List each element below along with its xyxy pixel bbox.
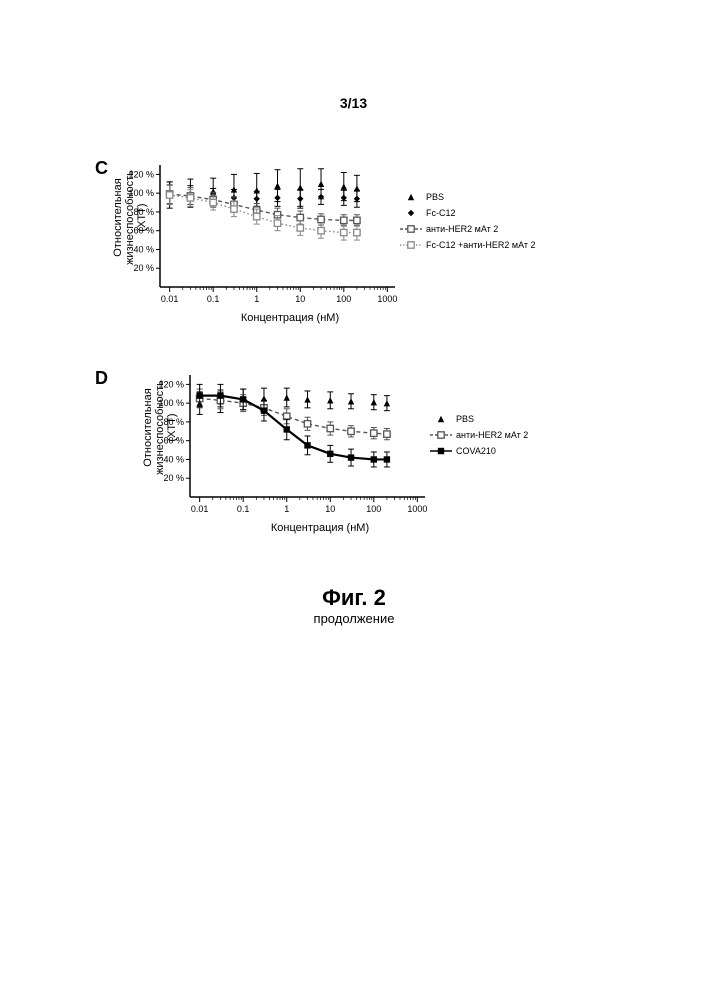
svg-text:1: 1	[254, 294, 259, 304]
svg-text:10: 10	[325, 504, 335, 514]
svg-text:100: 100	[366, 504, 381, 514]
chart-d-x-label: Концентрация (нМ)	[240, 522, 400, 534]
chart-c-svg: 20 %40 %60 %80 %100 %120 %0.010.11101001…	[120, 160, 420, 330]
chart-c-y-label: Относительная жизнеспособность (XTT)	[112, 155, 148, 280]
legend-label: COVA210	[456, 446, 496, 456]
svg-text:10: 10	[295, 294, 305, 304]
chart-d-svg: 20 %40 %60 %80 %100 %120 %0.010.11101001…	[150, 370, 450, 540]
svg-text:100: 100	[336, 294, 351, 304]
legend-item: анти-HER2 мАт 2	[400, 222, 536, 236]
page-number: 3/13	[0, 95, 707, 111]
chart-c-legend: PBS Fc-C12 анти-HER2 мАт 2 Fc-C12 +анти-HER…	[400, 190, 536, 254]
legend-label: PBS	[456, 414, 474, 424]
legend-item: Fc-C12	[400, 206, 536, 220]
chart-c-y-label-text: Относительная жизнеспособность (XTT)	[112, 155, 148, 280]
chart-d: Относительная жизнеспособность (XTT) 20 …	[150, 370, 450, 540]
chart-d-y-label: Относительная жизнеспособность (XTT)	[142, 365, 178, 490]
chart-d-legend: PBS анти-HER2 мАт 2 COVA210	[430, 412, 528, 460]
legend-label: анти-HER2 мАт 2	[426, 224, 498, 234]
legend-item: анти-HER2 мАт 2	[430, 428, 528, 442]
figure-caption-main: Фиг. 2	[254, 585, 454, 611]
chart-c-x-label: Концентрация (нМ)	[210, 312, 370, 324]
legend-item: PBS	[430, 412, 528, 426]
svg-text:0.01: 0.01	[191, 504, 209, 514]
svg-text:0.1: 0.1	[207, 294, 220, 304]
legend-label: Fc-C12 +анти-HER2 мАт 2	[426, 240, 536, 250]
panel-c-label: C	[95, 158, 108, 179]
svg-text:1: 1	[284, 504, 289, 514]
legend-label: Fc-C12	[426, 208, 456, 218]
svg-text:1000: 1000	[407, 504, 427, 514]
legend-item: COVA210	[430, 444, 528, 458]
svg-text:0.01: 0.01	[161, 294, 179, 304]
svg-text:0.1: 0.1	[237, 504, 250, 514]
legend-item: PBS	[400, 190, 536, 204]
legend-label: анти-HER2 мАт 2	[456, 430, 528, 440]
chart-c: Относительная жизнеспособность (XTT) 20 …	[120, 160, 420, 330]
legend-item: Fc-C12 +анти-HER2 мАт 2	[400, 238, 536, 252]
figure-caption: Фиг. 2 продолжение	[254, 585, 454, 626]
legend-label: PBS	[426, 192, 444, 202]
figure-caption-sub: продолжение	[254, 611, 454, 626]
svg-text:1000: 1000	[377, 294, 397, 304]
chart-d-y-label-text: Относительная жизнеспособность (XTT)	[142, 365, 178, 490]
panel-d-label: D	[95, 368, 108, 389]
